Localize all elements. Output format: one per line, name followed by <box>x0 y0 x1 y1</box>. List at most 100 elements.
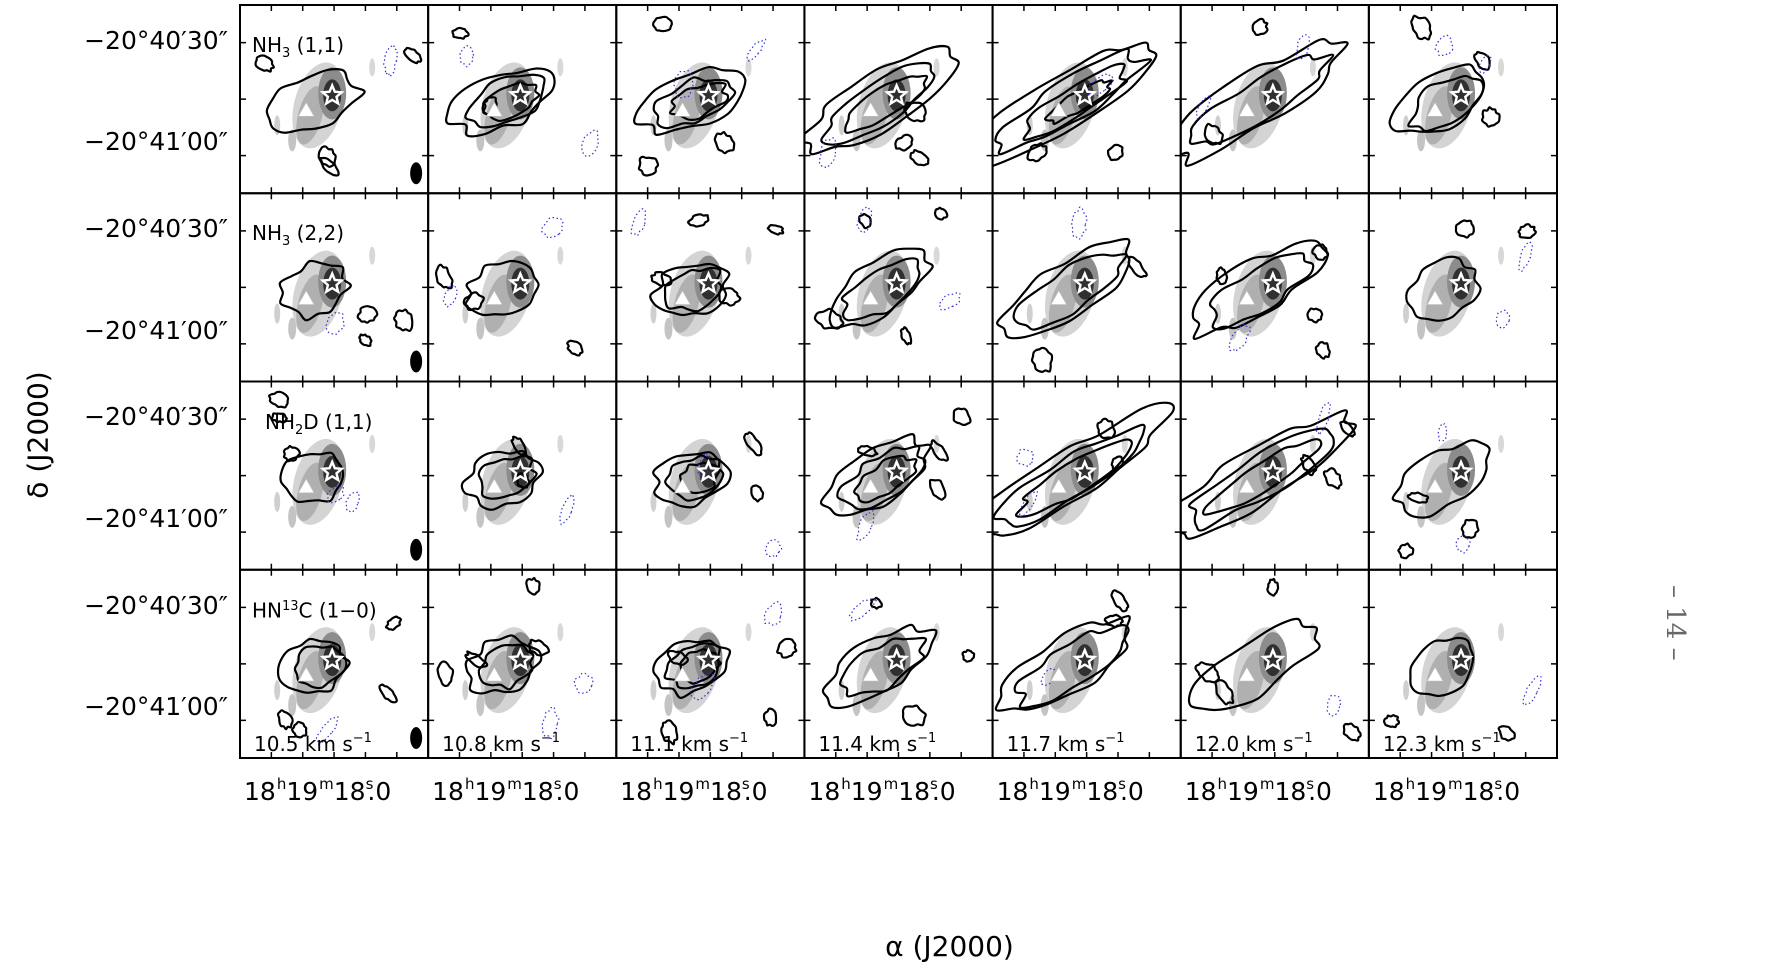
triangle-marker-icon <box>297 478 315 494</box>
star-marker-icon <box>1448 82 1474 107</box>
triangle-marker-icon <box>297 666 315 682</box>
panel-ticks <box>992 569 1181 758</box>
channel-panel <box>615 380 806 571</box>
negative-contour <box>818 137 837 169</box>
emission-contour <box>836 445 927 511</box>
noise-contour <box>650 270 673 287</box>
emission-contour <box>445 67 556 138</box>
y-tick-label: −20°40′30″ <box>84 214 228 244</box>
emission-contour <box>853 454 918 504</box>
star-marker-icon <box>1260 646 1286 671</box>
star-marker-icon <box>507 82 533 107</box>
panel-ticks <box>1180 569 1369 758</box>
x-tick-label: 18h19m18s.0 <box>620 775 768 806</box>
noise-contour <box>254 54 275 73</box>
y-tick-label: −20°41′00″ <box>84 503 228 533</box>
noise-contour <box>903 101 927 123</box>
triangle-marker-icon <box>673 478 692 494</box>
emission-contour <box>1405 255 1482 322</box>
y-tick-label: −20°41′00″ <box>84 127 228 157</box>
continuum-grayscale <box>838 623 940 717</box>
noise-contour <box>525 576 541 596</box>
triangle-marker-icon <box>1426 289 1444 306</box>
panel-ticks <box>240 569 429 758</box>
emission-contour <box>1208 252 1315 331</box>
star-marker-icon <box>507 458 533 483</box>
x-tick-label: 18h19m18s.0 <box>1184 775 1332 806</box>
triangle-marker-icon <box>861 666 880 682</box>
negative-contour <box>1518 241 1533 273</box>
negative-contour <box>1071 206 1088 240</box>
y-tick-label: −20°40′30″ <box>84 402 228 432</box>
negative-contour <box>325 311 345 335</box>
noise-contour <box>276 709 294 731</box>
noise-contour <box>1497 725 1516 742</box>
emission-contour <box>663 642 721 690</box>
channel-panel <box>427 380 618 571</box>
triangle-marker-icon <box>1238 666 1256 682</box>
noise-contour <box>1266 577 1280 597</box>
noise-contour <box>510 435 528 457</box>
emission-contour <box>1407 74 1485 133</box>
noise-contour <box>1382 714 1401 729</box>
continuum-grayscale <box>1026 623 1128 717</box>
negative-contour <box>326 485 345 504</box>
noise-contour <box>1106 143 1124 162</box>
channel-panel <box>427 4 618 195</box>
channel-panel <box>1367 568 1559 759</box>
triangle-marker-icon <box>1238 101 1256 117</box>
triangle-marker-icon <box>1050 101 1068 117</box>
noise-contour <box>1103 613 1125 629</box>
y-axis-label: δ (J2000) <box>21 371 55 499</box>
negative-contour <box>581 129 599 158</box>
noise-contour <box>515 472 531 489</box>
y-tick-label: −20°41′00″ <box>84 692 228 722</box>
negative-contour <box>1522 675 1542 706</box>
noise-contour <box>961 648 976 663</box>
noise-contour <box>317 145 337 168</box>
negative-contour <box>673 70 694 99</box>
velocity-label: 11.7 km s−1 <box>1006 731 1125 756</box>
noise-contour <box>894 133 914 152</box>
star-marker-icon <box>507 270 533 295</box>
emission-contour <box>1391 439 1491 519</box>
noise-contour <box>637 155 660 177</box>
noise-contour <box>666 649 689 666</box>
noise-contour <box>1517 223 1537 239</box>
emission-contour <box>652 639 732 700</box>
noise-contour <box>686 213 710 228</box>
negative-contour <box>1437 423 1448 442</box>
noise-contour <box>856 444 879 458</box>
noise-contour <box>528 638 551 657</box>
noise-contour <box>813 307 845 330</box>
noise-contour <box>566 339 584 357</box>
triangle-marker-icon <box>1238 478 1256 494</box>
channel-panel <box>615 4 806 195</box>
triangle-marker-icon <box>861 101 880 117</box>
channel-panel <box>1367 4 1559 195</box>
noise-contour <box>928 478 947 501</box>
triangle-marker-icon <box>1050 478 1068 494</box>
molecule-label: HN13C (1−0) <box>252 598 377 623</box>
channel-panel <box>615 192 806 383</box>
triangle-marker-icon <box>1238 289 1256 306</box>
noise-contour <box>713 130 736 155</box>
noise-contour <box>929 439 949 462</box>
star-marker-icon <box>507 646 533 671</box>
triangle-marker-icon <box>1050 666 1068 682</box>
triangle-marker-icon <box>1426 478 1444 494</box>
star-marker-icon <box>884 646 910 671</box>
panel-ticks <box>1180 193 1369 382</box>
emission-contour <box>649 262 731 317</box>
emission-contour <box>664 454 725 502</box>
negative-contour <box>938 292 961 311</box>
triangle-marker-icon <box>297 101 315 117</box>
star-marker-icon <box>1072 646 1098 671</box>
velocity-label: 12.0 km s−1 <box>1194 731 1313 756</box>
noise-contour <box>291 720 308 739</box>
star-marker-icon <box>1260 458 1286 483</box>
noise-contour <box>384 615 402 632</box>
star-marker-icon <box>696 458 721 483</box>
negative-contour <box>1434 34 1454 57</box>
emission-contour <box>1013 623 1130 710</box>
